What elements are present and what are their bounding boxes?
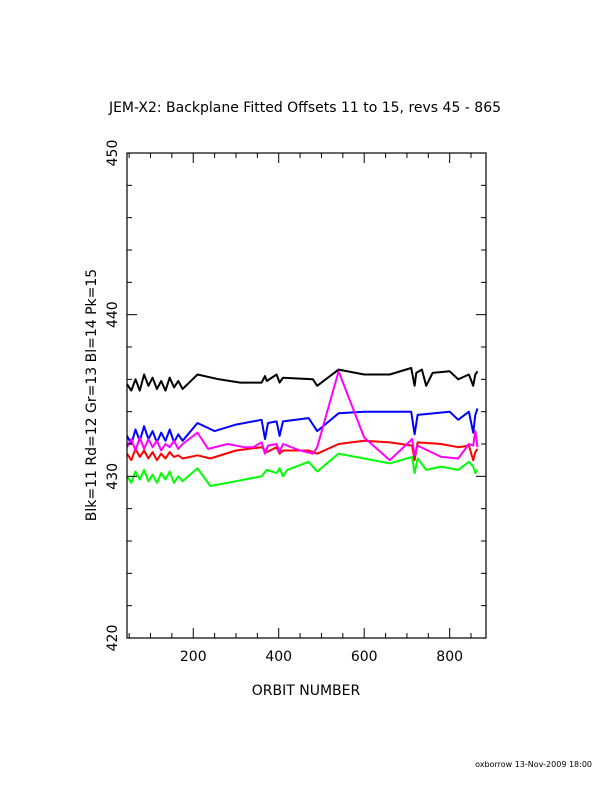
y-tick-label: 450 xyxy=(105,140,121,167)
y-axis-label: Blk=11 Rd=12 Gr=13 Bl=14 Pk=15 xyxy=(84,269,100,521)
x-tick-label: 400 xyxy=(265,649,292,665)
y-tick-label: 440 xyxy=(105,301,121,328)
x-axis-label: ORBIT NUMBER xyxy=(252,683,361,699)
y-tick-label: 430 xyxy=(105,463,121,490)
x-tick-label: 200 xyxy=(180,649,207,665)
chart-title: JEM-X2: Backplane Fitted Offsets 11 to 1… xyxy=(108,100,501,116)
y-tick-label: 420 xyxy=(105,625,121,652)
x-tick-label: 600 xyxy=(351,649,378,665)
series-line-3 xyxy=(126,408,479,445)
series-line-0 xyxy=(126,367,479,392)
footer-credit: oxborrow 13-Nov-2009 18:00 xyxy=(475,760,592,769)
series-line-2 xyxy=(126,452,479,487)
series-line-4 xyxy=(126,370,479,462)
x-tick-label: 800 xyxy=(436,649,463,665)
plot-frame xyxy=(126,152,487,639)
